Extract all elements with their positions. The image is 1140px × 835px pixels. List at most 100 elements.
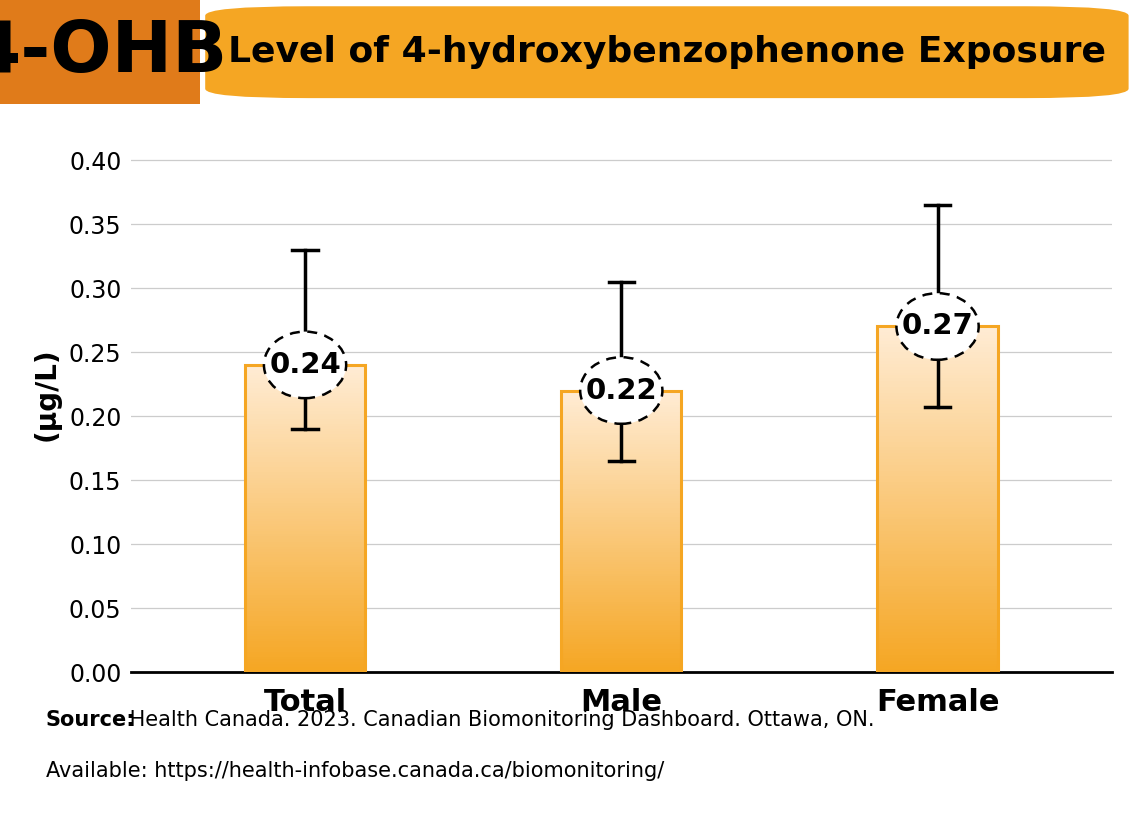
Bar xyxy=(878,473,998,476)
Bar xyxy=(878,448,998,450)
Bar xyxy=(878,356,998,358)
Bar xyxy=(561,543,682,545)
Bar xyxy=(561,559,682,562)
Bar xyxy=(245,603,365,605)
Bar xyxy=(561,646,682,649)
Bar xyxy=(245,562,365,564)
Bar xyxy=(561,527,682,529)
Bar xyxy=(245,519,365,521)
Bar xyxy=(561,449,682,452)
Bar xyxy=(245,585,365,588)
Bar xyxy=(561,641,682,644)
Bar xyxy=(561,458,682,461)
Bar xyxy=(878,664,998,666)
Bar xyxy=(878,609,998,612)
Bar xyxy=(245,593,365,595)
Bar xyxy=(878,497,998,499)
Bar xyxy=(561,407,682,409)
Bar xyxy=(878,652,998,655)
Bar xyxy=(561,539,682,541)
Bar xyxy=(245,501,365,504)
Bar xyxy=(878,456,998,459)
Bar xyxy=(878,646,998,649)
Bar xyxy=(561,478,682,479)
Bar xyxy=(878,517,998,519)
Bar xyxy=(878,537,998,539)
FancyBboxPatch shape xyxy=(205,7,1129,98)
Bar xyxy=(561,644,682,646)
Bar xyxy=(878,632,998,635)
Bar xyxy=(878,666,998,670)
Bar xyxy=(245,465,365,468)
Bar xyxy=(561,602,682,604)
Bar xyxy=(878,499,998,502)
Bar xyxy=(245,595,365,598)
Bar xyxy=(561,604,682,606)
Bar xyxy=(878,491,998,493)
Bar xyxy=(878,620,998,623)
Bar xyxy=(878,629,998,632)
Bar xyxy=(878,433,998,436)
Bar xyxy=(245,495,365,498)
Bar xyxy=(245,616,365,619)
Text: Level of 4-hydroxybenzophenone Exposure: Level of 4-hydroxybenzophenone Exposure xyxy=(228,35,1106,69)
Bar xyxy=(561,391,682,392)
Bar xyxy=(878,465,998,468)
Bar xyxy=(878,658,998,660)
Bar xyxy=(561,447,682,449)
Bar xyxy=(245,554,365,557)
Bar xyxy=(245,521,365,524)
Bar xyxy=(245,649,365,651)
Bar xyxy=(878,335,998,338)
Text: Available: https://health-infobase.canada.ca/biomonitoring/: Available: https://health-infobase.canad… xyxy=(46,762,663,782)
Bar xyxy=(561,670,682,672)
Bar xyxy=(561,637,682,640)
Bar xyxy=(561,529,682,531)
Bar xyxy=(561,614,682,616)
Bar xyxy=(245,421,365,424)
Bar xyxy=(878,545,998,549)
Bar xyxy=(561,487,682,489)
Bar xyxy=(561,515,682,517)
Bar xyxy=(245,365,365,367)
Bar xyxy=(245,429,365,432)
Bar xyxy=(245,511,365,514)
Bar xyxy=(561,423,682,426)
Bar xyxy=(561,409,682,412)
Bar xyxy=(878,332,998,335)
Bar xyxy=(561,435,682,438)
Text: 0.22: 0.22 xyxy=(586,377,657,404)
Bar xyxy=(561,665,682,667)
Bar xyxy=(245,506,365,509)
Bar xyxy=(245,493,365,495)
Bar xyxy=(561,567,682,569)
Bar xyxy=(245,483,365,485)
Bar xyxy=(561,635,682,637)
Text: 4-OHB: 4-OHB xyxy=(0,18,228,87)
Bar xyxy=(245,473,365,475)
Bar xyxy=(561,623,682,625)
Bar xyxy=(561,579,682,580)
Bar xyxy=(561,658,682,660)
Bar xyxy=(878,436,998,439)
Bar xyxy=(245,416,365,418)
Bar xyxy=(245,590,365,593)
Bar xyxy=(561,616,682,618)
Bar xyxy=(245,583,365,585)
Bar xyxy=(878,597,998,600)
Bar xyxy=(245,539,365,542)
Bar xyxy=(561,583,682,585)
Bar xyxy=(561,640,682,641)
Bar xyxy=(245,485,365,488)
Bar xyxy=(245,619,365,621)
Bar xyxy=(245,480,365,483)
Bar xyxy=(878,479,998,482)
Text: Source:: Source: xyxy=(46,711,136,731)
Bar xyxy=(878,635,998,638)
Bar xyxy=(245,580,365,583)
Bar xyxy=(878,378,998,382)
Bar xyxy=(245,547,365,549)
Bar xyxy=(245,578,365,580)
Bar xyxy=(878,422,998,424)
Bar xyxy=(561,545,682,548)
